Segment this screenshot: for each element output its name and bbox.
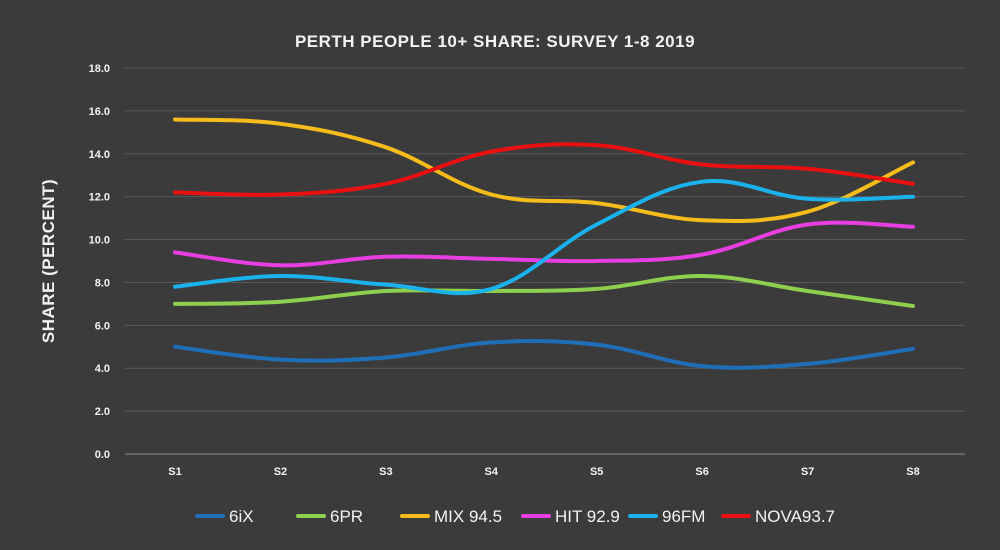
x-tick-label: S7 (801, 466, 814, 478)
legend-item-96fm: 96FM (628, 507, 705, 526)
legend-item-nova93-7: NOVA93.7 (721, 507, 835, 526)
legend-item-hit-92-9: HIT 92.9 (521, 507, 620, 526)
y-tick-label: 2.0 (95, 406, 110, 418)
legend-label: 6iX (229, 507, 254, 526)
y-tick-label: 12.0 (89, 192, 110, 204)
x-tick-label: S6 (695, 466, 708, 478)
legend: 6iX 6PR MIX 94.5 HIT 92.9 96FM NOVA93.7 (195, 507, 835, 526)
legend-item-6pr: 6PR (296, 507, 363, 526)
y-axis-ticks: 0.0 2.0 4.0 6.0 8.0 10.0 12.0 14.0 16.0 18.0 (89, 63, 110, 461)
legend-item-mix-94-5: MIX 94.5 (400, 507, 502, 526)
y-tick-label: 14.0 (89, 149, 110, 161)
x-tick-label: S1 (168, 466, 181, 478)
chart-title: PERTH PEOPLE 10+ SHARE: SURVEY 1-8 2019 (295, 32, 695, 51)
legend-label: NOVA93.7 (755, 507, 835, 526)
y-tick-label: 18.0 (89, 63, 110, 75)
legend-item-6ix: 6iX (195, 507, 254, 526)
legend-label: HIT 92.9 (555, 507, 620, 526)
series-line-96fm (173, 178, 915, 296)
x-tick-label: S5 (590, 466, 603, 478)
x-tick-label: S2 (274, 466, 287, 478)
series-line-mix-94-5 (173, 117, 915, 224)
x-tick-label: S8 (906, 466, 919, 478)
y-tick-label: 16.0 (89, 106, 110, 118)
y-tick-label: 10.0 (89, 235, 110, 247)
series-line-6ix (173, 339, 915, 370)
y-axis-label: SHARE (PERCENT) (39, 179, 58, 343)
x-tick-label: S3 (379, 466, 392, 478)
series-line-nova93-7 (173, 142, 915, 197)
series-line-6pr (173, 273, 915, 308)
legend-label: 96FM (662, 507, 705, 526)
y-tick-label: 4.0 (95, 363, 110, 375)
x-axis-ticks: S1 S2 S3 S4 S5 S6 S7 S8 (168, 466, 919, 478)
legend-label: MIX 94.5 (434, 507, 502, 526)
x-tick-label: S4 (485, 466, 499, 478)
y-tick-label: 6.0 (95, 320, 110, 332)
y-tick-label: 8.0 (95, 277, 110, 289)
legend-label: 6PR (330, 507, 363, 526)
y-tick-label: 0.0 (95, 449, 110, 461)
series-lines (173, 117, 915, 370)
